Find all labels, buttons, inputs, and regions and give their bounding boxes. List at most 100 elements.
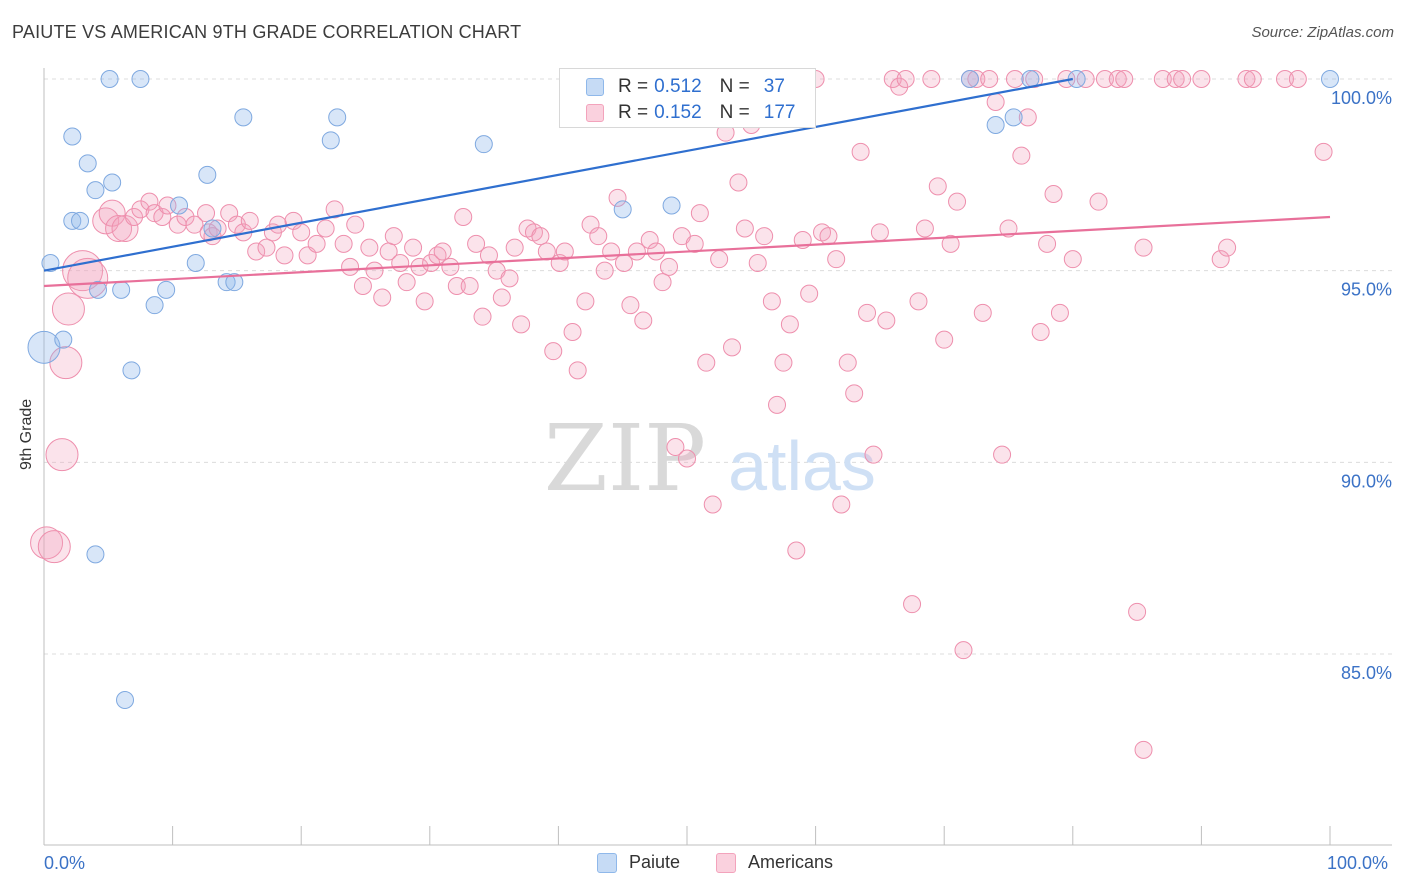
americans-point	[365, 261, 384, 280]
americans-point	[941, 234, 960, 253]
trend-lines	[43, 77, 1331, 288]
americans-point	[140, 192, 159, 211]
americans-point	[832, 495, 851, 514]
americans-point	[1089, 192, 1108, 211]
americans-point	[723, 338, 742, 357]
y-tick-label: 85.0%	[1341, 663, 1392, 683]
americans-point	[505, 238, 524, 257]
americans-point	[1288, 70, 1307, 88]
americans-r-value: 0.152	[654, 102, 702, 123]
paiute-swatch	[586, 78, 604, 96]
americans-point	[845, 384, 864, 403]
paiute-r-value: 0.512	[654, 76, 702, 97]
americans-point	[608, 188, 627, 207]
americans-point	[870, 223, 889, 242]
americans-point	[1076, 70, 1095, 88]
americans-point	[397, 273, 416, 292]
bottom-legend: Paiute Americans	[0, 852, 1406, 878]
americans-point	[928, 177, 947, 196]
americans-point	[576, 292, 595, 311]
axes	[43, 68, 1392, 846]
americans-point	[903, 595, 922, 614]
americans-point	[1031, 323, 1050, 341]
americans-point	[762, 292, 781, 311]
paiute-point	[234, 108, 253, 127]
americans-point	[473, 307, 492, 326]
americans-point	[275, 246, 294, 265]
americans-point	[460, 277, 479, 295]
americans-point	[993, 445, 1012, 464]
y-axis-title: 9th Grade	[18, 398, 35, 470]
paiute-point	[157, 280, 176, 299]
americans-point	[735, 219, 754, 238]
americans-point	[1211, 250, 1230, 269]
americans-point	[748, 254, 767, 272]
paiute-legend-swatch	[597, 852, 617, 873]
americans-point	[185, 215, 204, 234]
americans-point	[422, 254, 441, 272]
americans-point	[780, 315, 799, 334]
americans-point	[1025, 70, 1044, 88]
americans-point	[967, 70, 986, 88]
americans-point	[800, 284, 819, 303]
americans-point	[415, 292, 434, 311]
americans-point	[1115, 70, 1134, 88]
americans-point	[653, 273, 672, 292]
paiute-point	[100, 70, 119, 88]
paiute-point	[198, 165, 217, 184]
americans-point	[441, 257, 460, 276]
series-americans	[30, 70, 1333, 759]
americans-point	[51, 292, 85, 326]
paiute-point	[1004, 108, 1023, 127]
americans-point	[909, 292, 928, 311]
americans-point	[1108, 70, 1127, 88]
americans-point	[131, 200, 150, 219]
americans-point	[341, 257, 360, 276]
americans-point	[360, 238, 379, 257]
americans-point	[404, 238, 423, 257]
americans-point	[986, 93, 1005, 111]
americans-point	[240, 211, 259, 230]
americans-point	[447, 277, 466, 295]
americans-point	[208, 219, 227, 238]
americans-point	[384, 227, 403, 246]
paiute-point	[116, 691, 135, 709]
paiute-point	[1321, 70, 1339, 88]
paiute-point	[112, 280, 131, 299]
americans-point	[685, 234, 704, 253]
chart-title: PAIUTE VS AMERICAN 9TH GRADE CORRELATION…	[12, 22, 522, 42]
americans-point	[1018, 108, 1037, 127]
paiute-point	[78, 154, 97, 173]
americans-point	[883, 70, 902, 88]
americans-point	[512, 315, 531, 334]
americans-point	[1173, 70, 1192, 88]
bottom-legend-paiute[interactable]: Paiute	[597, 852, 680, 873]
americans-point	[373, 288, 392, 307]
series-paiute	[27, 70, 1339, 709]
americans-point	[316, 219, 335, 238]
americans-point	[954, 641, 973, 660]
y-tick-label: 90.0%	[1341, 471, 1392, 491]
paiute-point	[474, 135, 493, 154]
watermark-atlas: atlas	[728, 427, 876, 505]
americans-point	[334, 234, 353, 253]
americans-point	[999, 219, 1018, 238]
americans-point	[544, 342, 563, 361]
americans-point	[1218, 238, 1237, 257]
paiute-point	[186, 254, 205, 272]
bottom-legend-americans[interactable]: Americans	[716, 852, 833, 873]
americans-n-value: 177	[763, 102, 796, 123]
americans-r-label: R =	[618, 102, 649, 123]
americans-point	[697, 353, 716, 372]
paiute-n-label: N =	[719, 76, 750, 97]
americans-point	[1050, 303, 1069, 322]
americans-point	[67, 257, 109, 299]
americans-point	[325, 200, 344, 219]
paiute-point	[225, 273, 244, 292]
americans-point	[678, 449, 696, 468]
paiute-n-value: 37	[763, 76, 785, 97]
americans-point	[37, 530, 71, 564]
americans-point	[595, 261, 614, 280]
americans-point	[980, 70, 999, 88]
paiute-point	[71, 211, 90, 230]
